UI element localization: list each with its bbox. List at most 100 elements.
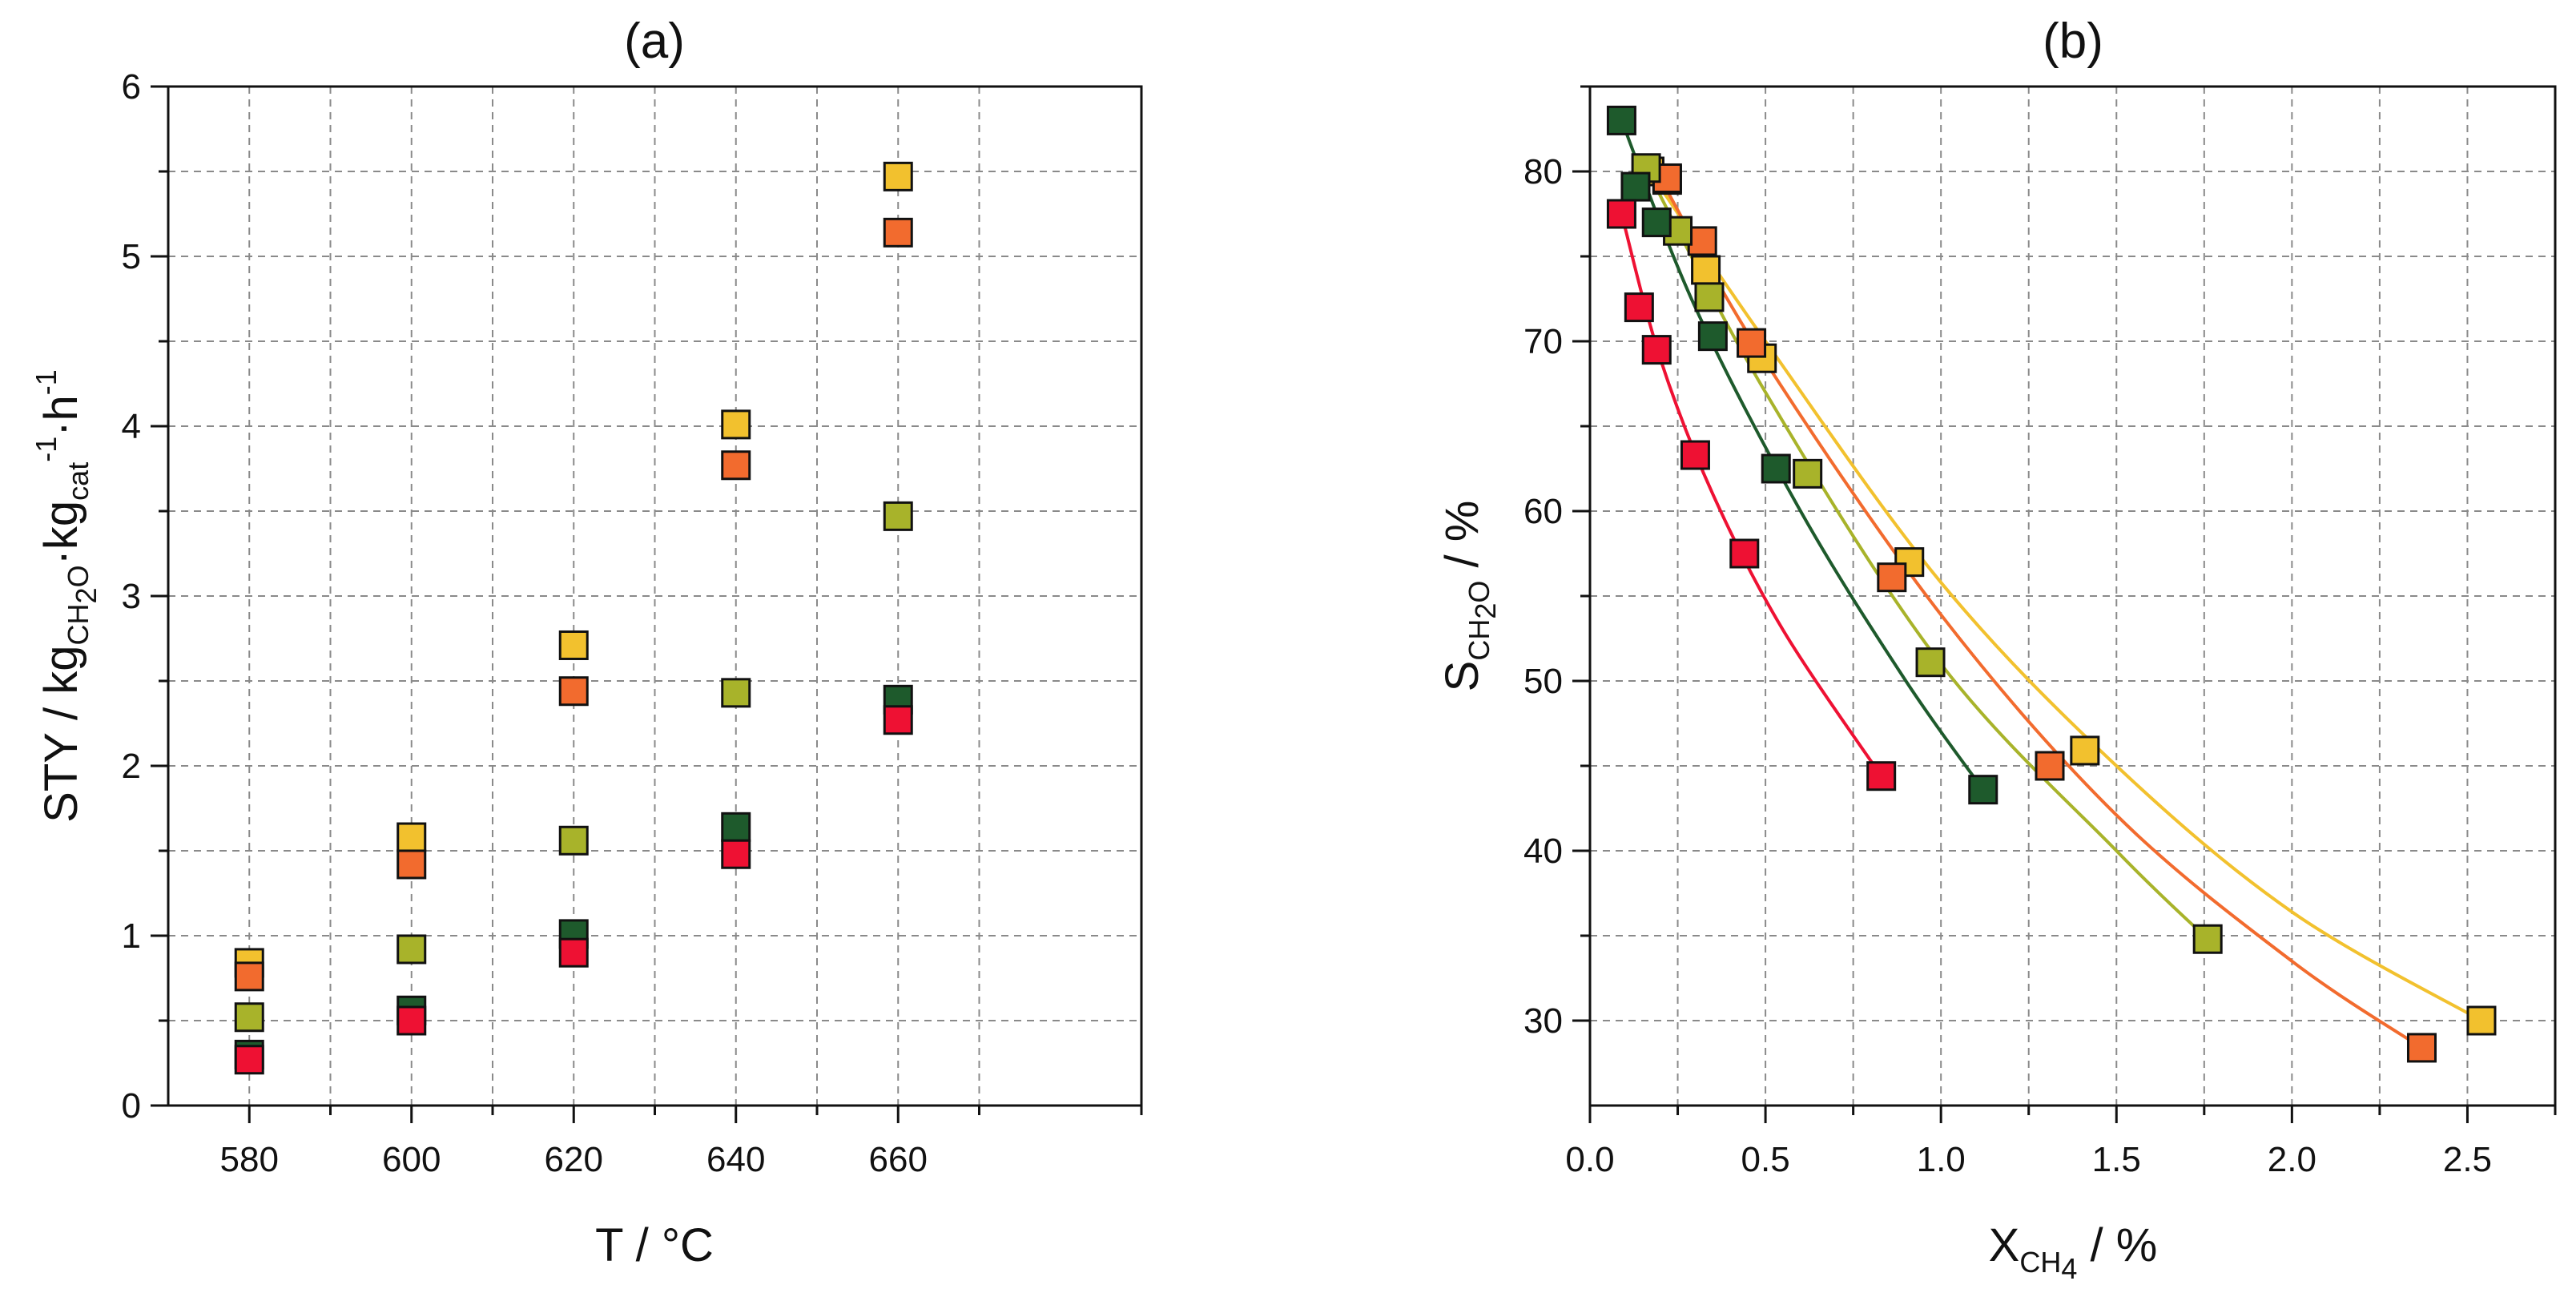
a-x-tick-label: 600 [382, 1140, 441, 1179]
b-marker-red [1866, 761, 1897, 791]
b-marker-red [1729, 538, 1760, 569]
a-marker-orange [234, 961, 264, 992]
panel-b-frame [1588, 85, 2557, 1107]
panel-b-x-tick-labels: 0.0 0.5 1.0 1.5 2.0 2.5 [1565, 1140, 2492, 1179]
b-marker-olive [2192, 924, 2223, 954]
a-y-tick-label: 3 [122, 577, 141, 616]
panel-a-markers [234, 161, 913, 1075]
b-marker-orange [1877, 562, 1907, 593]
b-marker-red [1624, 292, 1654, 323]
panel-a-y-title-mid: ·kg [35, 501, 87, 566]
a-marker-orange [883, 217, 913, 248]
panel-a-grid [168, 87, 1141, 1106]
a-marker-red [721, 839, 751, 869]
b-y-tick-label: 50 [1523, 662, 1563, 701]
b-y-tick-label: 60 [1523, 492, 1563, 531]
panel-b-y-title-sub-o: O [1463, 581, 1495, 603]
b-marker-yellow [2466, 1005, 2497, 1036]
a-marker-olive [396, 934, 427, 965]
panel-b-y-title-sub-ch: CH [1463, 619, 1495, 661]
b-marker-red [1680, 440, 1710, 470]
panel-a-y-title-sup-2: -1 [30, 369, 62, 395]
a-marker-olive [721, 678, 751, 708]
a-y-tick-label: 5 [122, 237, 141, 276]
b-y-tick-label: 70 [1523, 322, 1563, 361]
a-marker-yellow [883, 161, 913, 191]
b-marker-darkgreen [1606, 105, 1636, 135]
panel-a-y-title-sup-1: -1 [30, 437, 62, 462]
a-marker-yellow [721, 409, 751, 440]
a-x-tick-label: 580 [220, 1140, 279, 1179]
panel-b-grid [1590, 87, 2555, 1106]
a-y-tick-label: 0 [122, 1086, 141, 1126]
b-marker-darkgreen [1761, 453, 1791, 484]
b-marker-darkgreen [1968, 775, 1998, 805]
panel-a-y-tick-labels: 0 1 2 3 4 5 6 [122, 67, 141, 1126]
a-marker-red [558, 937, 589, 968]
b-x-tick-label: 2.5 [2443, 1140, 2492, 1179]
a-y-tick-label: 4 [122, 407, 141, 446]
b-marker-orange [1687, 226, 1717, 256]
a-marker-olive [558, 825, 589, 856]
panel-b-markers [1606, 105, 2497, 1063]
panel-b-ticks [1572, 85, 2557, 1123]
b-marker-yellow [1691, 255, 1721, 285]
a-y-tick-label: 2 [122, 747, 141, 786]
panel-b-x-title-sub-4: 4 [2061, 1252, 2077, 1285]
panel-b-title: (b) [2043, 14, 2103, 69]
panel-a-y-axis-title: STY / kgCH2O·kgcat-1·h-1 [30, 369, 103, 823]
b-x-tick-label: 2.0 [2268, 1140, 2316, 1179]
a-marker-yellow [396, 822, 427, 852]
panel-b-fit-curves [1620, 119, 2482, 1049]
a-y-tick-label: 6 [122, 67, 141, 107]
panel-a-y-title-sub-cat: cat [62, 462, 95, 501]
a-marker-darkgreen [721, 812, 751, 842]
a-marker-yellow [558, 630, 589, 660]
b-marker-darkgreen [1620, 171, 1651, 202]
panel-a-y-title-main: STY / kg [35, 645, 87, 822]
panel-b-x-title-sub-ch: CH [2019, 1246, 2061, 1279]
b-x-tick-label: 1.0 [1917, 1140, 1966, 1179]
b-marker-olive [1793, 458, 1823, 489]
a-marker-red [396, 1005, 427, 1036]
panel-a-x-tick-labels: 580 600 620 640 660 [220, 1140, 928, 1179]
b-fit-curve-red [1620, 213, 1883, 777]
b-x-tick-label: 0.5 [1741, 1140, 1790, 1179]
panel-a-y-title-sub-o: O [62, 565, 95, 587]
panel-a-frame [167, 85, 1143, 1107]
panel-a-x-axis-title: T / °C [595, 1219, 714, 1271]
b-fit-curve-yellow [1648, 170, 2482, 1022]
b-marker-yellow [2070, 735, 2100, 766]
a-x-tick-label: 640 [706, 1140, 765, 1179]
b-y-tick-label: 30 [1523, 1001, 1563, 1041]
panel-a-y-title-tail: ·h [35, 395, 87, 437]
a-marker-olive [234, 1002, 264, 1033]
panel-b-y-title-main: S [1436, 661, 1488, 692]
b-marker-olive [1915, 647, 1946, 678]
a-marker-orange [721, 450, 751, 481]
a-marker-red [234, 1045, 264, 1075]
b-y-tick-label: 40 [1523, 832, 1563, 871]
b-x-tick-label: 0.0 [1565, 1140, 1614, 1179]
panel-a-title: (a) [624, 14, 685, 69]
panel-b-y-title-tail: / % [1436, 501, 1488, 581]
b-marker-olive [1694, 282, 1725, 312]
panel-b-y-tick-labels: 30 40 50 60 70 80 [1523, 152, 1563, 1041]
panel-b-x-title-tail: / % [2077, 1219, 2157, 1271]
b-y-tick-label: 80 [1523, 152, 1563, 191]
b-marker-red [1641, 335, 1672, 365]
b-marker-orange [2035, 751, 2065, 781]
panel-a-y-title-sub-ch: CH [62, 603, 95, 645]
panel-b-y-title-sub-2: 2 [1469, 603, 1502, 619]
a-marker-orange [396, 849, 427, 880]
a-marker-red [883, 705, 913, 735]
panel-a-ticks [151, 85, 1143, 1123]
b-x-tick-label: 1.5 [2092, 1140, 2141, 1179]
panel-a-y-title-sub-2: 2 [70, 587, 103, 603]
panel-b-y-axis-title: SCH2O / % [1436, 501, 1502, 692]
b-marker-orange [1737, 328, 1767, 358]
b-marker-darkgreen [1641, 207, 1672, 238]
